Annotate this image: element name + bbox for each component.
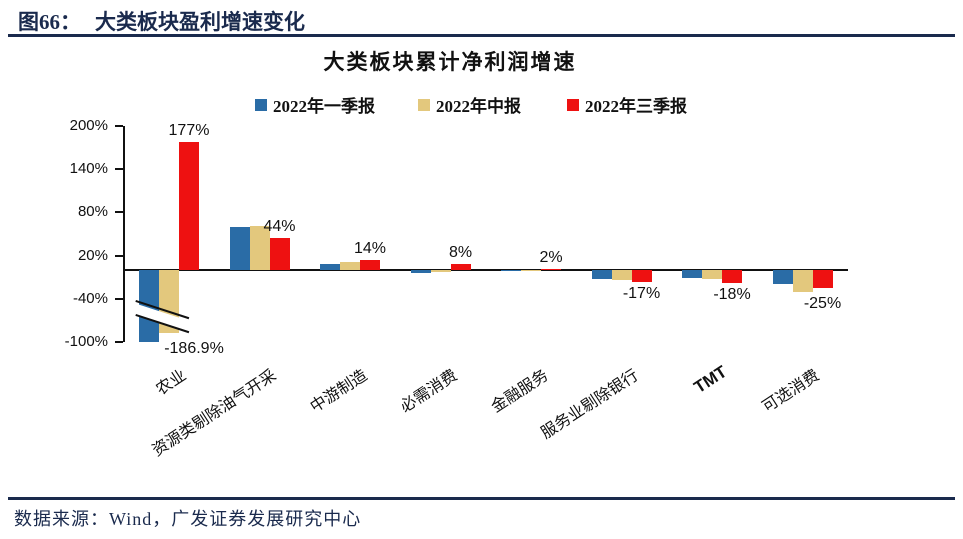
category-label: 必需消费 — [398, 367, 462, 417]
y-axis-tick — [115, 167, 123, 170]
chart-legend: 2022年一季报 2022年中报 2022年三季报 — [0, 92, 963, 117]
y-axis-label: 20% — [77, 246, 108, 264]
legend-label: 2022年三季报 — [585, 97, 687, 116]
bar-2022年中报-服务业剔除银行 — [611, 270, 632, 281]
y-axis-label: 80% — [77, 203, 108, 221]
y-axis-label: 200% — [69, 116, 108, 134]
bar-2022年中报-TMT — [702, 270, 722, 280]
chart-title: 大类板块累计净利润增速 — [323, 50, 577, 74]
legend-swatch-icon — [567, 98, 579, 111]
y-axis-tick — [115, 124, 123, 127]
bar-2022年中报-可选消费 — [792, 270, 813, 293]
legend-swatch-icon — [418, 98, 430, 111]
data-label: 177% — [168, 122, 210, 140]
data-label: 44% — [263, 218, 296, 236]
bar-2022年中报-金融服务 — [521, 270, 541, 271]
data-source: 数据来源：Wind，广发证券发展研究中心 — [14, 509, 362, 529]
bar-2022年三季报-金融服务 — [541, 268, 561, 270]
data-label-clipped: -186.9% — [164, 340, 224, 357]
data-label: 14% — [353, 239, 387, 257]
bar-2022年中报-中游制造 — [340, 262, 360, 270]
figure-number: 图66： — [18, 10, 81, 34]
legend-item: 2022年三季报 — [567, 92, 687, 117]
legend-item: 2022年一季报 — [255, 92, 375, 117]
bar-2022年三季报-资源类剔除油气开采 — [269, 238, 290, 270]
bar-2022年一季报-金融服务 — [501, 270, 521, 271]
data-label: 2% — [539, 248, 563, 266]
legend-item: 2022年中报 — [418, 92, 521, 117]
category-label: 服务业剔除银行 — [538, 367, 643, 443]
y-axis-tick — [115, 297, 123, 300]
category-label: 金融服务 — [488, 367, 552, 417]
figure-header: 图66： 大类板块盈利增速变化 — [18, 6, 305, 36]
category-label: 中游制造 — [307, 367, 371, 417]
bar-2022年三季报-服务业剔除银行 — [631, 270, 652, 283]
figure-title: 大类板块盈利增速变化 — [95, 10, 305, 34]
bar-2022年三季报-可选消费 — [812, 270, 833, 289]
y-axis-label: -100% — [64, 333, 108, 351]
data-label: -25% — [803, 295, 842, 313]
bar-2022年一季报-TMT — [682, 270, 702, 278]
category-label: TMT — [690, 362, 731, 397]
bar-2022年中报-资源类剔除油气开采 — [249, 225, 270, 270]
y-axis-label: 140% — [69, 159, 108, 177]
y-axis-label: -40% — [72, 289, 108, 307]
bar-2022年三季报-必需消费 — [450, 264, 471, 270]
legend-label: 2022年一季报 — [273, 97, 375, 116]
bar-2022年三季报-农业 — [179, 142, 199, 270]
y-axis-tick — [115, 211, 123, 214]
bar-2022年三季报-TMT — [722, 270, 742, 283]
header-divider — [8, 34, 955, 37]
legend-label: 2022年中报 — [436, 97, 521, 116]
bar-2022年一季报-可选消费 — [772, 270, 793, 285]
bar-2022年一季报-必需消费 — [410, 270, 431, 273]
bar-2022年三季报-中游制造 — [360, 259, 380, 270]
footer-divider — [8, 497, 955, 500]
x-axis-zero-line — [123, 269, 848, 271]
y-axis-line — [123, 125, 125, 343]
data-label: -17% — [622, 285, 661, 303]
y-axis-tick — [115, 254, 123, 257]
category-label: 可选消费 — [760, 367, 824, 417]
data-label: 8% — [448, 244, 473, 262]
category-label: 农业 — [153, 367, 190, 399]
bar-2022年一季报-资源类剔除油气开采 — [229, 227, 250, 270]
y-axis-tick — [115, 341, 123, 344]
bar-2022年一季报-中游制造 — [320, 263, 340, 270]
legend-swatch-icon — [255, 98, 267, 111]
bar-2022年中报-必需消费 — [430, 270, 451, 273]
bar-2022年一季报-服务业剔除银行 — [591, 270, 612, 279]
data-label: -18% — [713, 285, 751, 303]
